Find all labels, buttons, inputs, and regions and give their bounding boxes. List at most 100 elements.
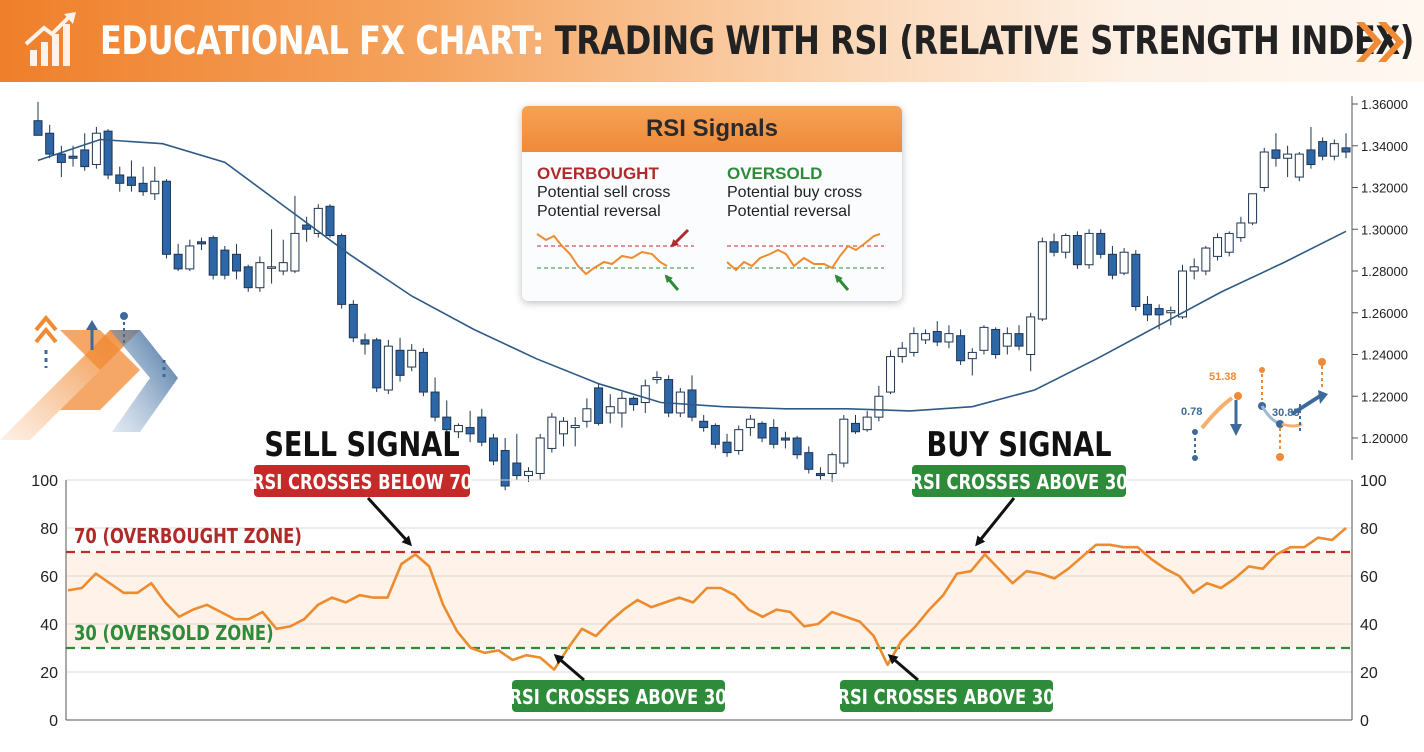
callout-buy-cross-top: RSI CROSSES ABOVE 30 (910, 465, 1128, 547)
candle (1318, 137, 1328, 161)
candle-body (1248, 193, 1258, 224)
candle (1341, 133, 1351, 159)
candle-body (208, 237, 218, 276)
decor-number-2: 51.38 (1209, 371, 1237, 383)
buy-arrow-icon (664, 274, 680, 291)
rsi-tick-label-right: 80 (1360, 521, 1378, 538)
candle (418, 348, 428, 397)
candle (605, 394, 615, 424)
callout-sell-text: RSI CROSSES BELOW 70 (252, 472, 472, 495)
callout-buy-cross-right: RSI CROSSES ABOVE 30 (837, 654, 1055, 712)
candle-body (1189, 266, 1199, 272)
candle-body (944, 333, 954, 343)
moving-average-line (37, 138, 1347, 412)
candle-body (921, 333, 931, 341)
candle (617, 392, 627, 428)
candle-body (407, 349, 417, 368)
candle-body (173, 253, 183, 270)
mini-overbought-line (536, 233, 668, 276)
candle-body (1131, 253, 1141, 307)
candle-body (652, 376, 662, 381)
double-chevron-icon (1356, 22, 1404, 62)
candle (290, 195, 300, 274)
oversold-line-2: Potential reversal (727, 203, 851, 220)
candle (640, 379, 650, 413)
candle-body (991, 328, 1001, 356)
rsi-signals-panel: RSI Signals OVERBOUGHT Potential sell cr… (522, 106, 902, 301)
decor-number-3: 30.85 (1272, 407, 1300, 419)
candle (1014, 325, 1024, 351)
price-tick-label: 1.30000 (1361, 222, 1408, 237)
candle-body (442, 416, 452, 431)
candle-body (115, 174, 125, 184)
candle (465, 410, 475, 443)
candle (126, 160, 136, 192)
candle-body (1026, 316, 1036, 355)
candle (629, 396, 639, 411)
callout-buy-cross-left: RSI CROSSES ABOVE 30 (509, 654, 727, 712)
candle (45, 124, 55, 159)
candle (407, 344, 417, 372)
price-tick-label: 1.22000 (1361, 389, 1408, 404)
candle (757, 421, 767, 443)
candle-body (956, 335, 966, 362)
candle-body (874, 395, 884, 418)
candle-body (267, 266, 277, 269)
candle-body (68, 155, 78, 159)
rsi-neutral-band (66, 552, 1352, 648)
candle (722, 433, 732, 457)
price-tick-label: 1.36000 (1361, 97, 1408, 112)
candle (372, 337, 382, 393)
candle (1084, 229, 1094, 269)
candle (734, 425, 744, 455)
candle-body (1154, 308, 1164, 316)
candle (56, 145, 66, 178)
candle (804, 446, 814, 474)
candle (278, 239, 288, 276)
price-tick-label: 1.32000 (1361, 181, 1408, 196)
callout-buy-text-right: RSI CROSSES ABOVE 30 (837, 687, 1054, 710)
candle (1259, 147, 1269, 192)
candle (1166, 306, 1176, 326)
overbought-line-1: Potential sell cross (537, 184, 671, 201)
candle-body (722, 441, 732, 454)
candle-body (1061, 235, 1071, 253)
callout-sell-cross: RSI CROSSES BELOW 70 (252, 465, 472, 547)
candle-body (582, 408, 592, 422)
rsi-tick-label-left: 40 (40, 617, 58, 634)
candle (1061, 233, 1071, 259)
candle (477, 408, 487, 447)
candle (780, 431, 790, 449)
candle (524, 467, 533, 482)
candle (991, 327, 1001, 359)
sell-signal-heading: SELL SIGNAL (264, 425, 459, 465)
candle-body (500, 450, 510, 487)
candle (745, 415, 755, 436)
candle-body (348, 303, 358, 339)
candle-body (430, 391, 440, 418)
candle (1107, 245, 1117, 280)
candle (1329, 139, 1339, 161)
candle (1271, 133, 1281, 167)
candle (652, 371, 662, 384)
candle (1072, 231, 1082, 269)
candle-body (967, 351, 977, 360)
candle (559, 417, 569, 447)
candle-body (150, 180, 160, 195)
candle-body (56, 153, 66, 163)
candle (1037, 237, 1047, 322)
candle (699, 415, 709, 432)
candle-body (197, 241, 206, 245)
candle-body (862, 416, 872, 431)
candle (1119, 248, 1129, 276)
candle-body (161, 180, 171, 255)
candle (1189, 258, 1199, 280)
candle-body (629, 397, 639, 406)
candle-body (1119, 251, 1129, 274)
candle-body (488, 437, 498, 462)
candle (243, 264, 253, 292)
price-tick-label: 1.20000 (1361, 431, 1408, 446)
rsi-panel: 0 0 20 20 40 40 60 60 80 80 100 100 70 (OVERBOUGHT … (31, 473, 1387, 730)
candle-body (710, 424, 720, 445)
candle (862, 410, 872, 432)
